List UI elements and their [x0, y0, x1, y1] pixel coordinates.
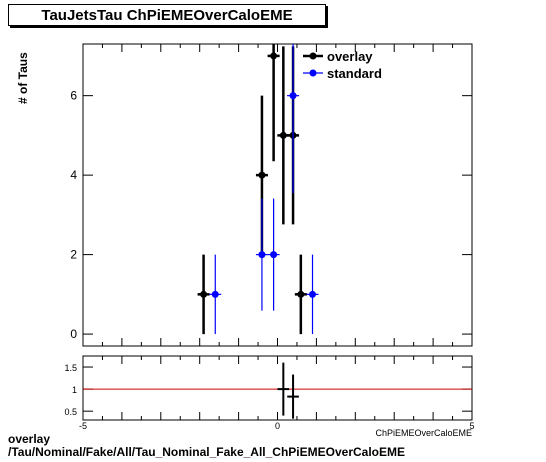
footer: overlay /Tau/Nominal/Fake/All/Tau_Nomina…: [8, 433, 405, 459]
legend: overlay standard: [303, 49, 382, 81]
data-point: [289, 92, 297, 100]
legend-marker: [309, 52, 317, 60]
x-axis-label: ChPiEMEOverCaloEME: [375, 428, 472, 438]
ratio-xtick-label: 5: [469, 421, 474, 431]
main-ytick-label: 2: [70, 248, 77, 262]
data-point: [211, 290, 219, 298]
series-standard: [209, 44, 319, 335]
series-ratio: [277, 362, 299, 419]
main-ytick-label: 6: [70, 89, 77, 103]
data-point: [258, 251, 266, 259]
data-point: [200, 290, 208, 298]
series-overlay: [197, 44, 307, 335]
ratio-xtick-label: -5: [79, 421, 87, 431]
main-frame: [82, 43, 473, 347]
main-panel: 0 2 4 6: [70, 43, 473, 347]
main-ytick-label: 0: [70, 327, 77, 341]
ratio-ytick-label: 1.5: [64, 363, 77, 373]
ratio-ytick-label: 1: [72, 385, 77, 395]
footer-path: /Tau/Nominal/Fake/All/Tau_Nominal_Fake_A…: [8, 445, 405, 459]
legend-label: standard: [327, 66, 382, 81]
main-ytick-label: 4: [70, 168, 77, 182]
ratio-xtick-label: 0: [275, 421, 280, 431]
footer-line1: overlay: [8, 432, 51, 446]
data-point: [309, 290, 317, 298]
legend-label: overlay: [327, 49, 373, 64]
data-point: [270, 52, 278, 60]
data-point: [297, 290, 305, 298]
chart-title: TauJetsTau ChPiEMEOverCaloEME: [8, 4, 326, 26]
ratio-frame: [82, 355, 473, 421]
data-point: [270, 251, 278, 259]
data-point: [258, 171, 266, 179]
legend-marker: [309, 69, 317, 77]
ratio-ytick-label: 0.5: [64, 407, 77, 417]
data-point: [279, 131, 287, 139]
